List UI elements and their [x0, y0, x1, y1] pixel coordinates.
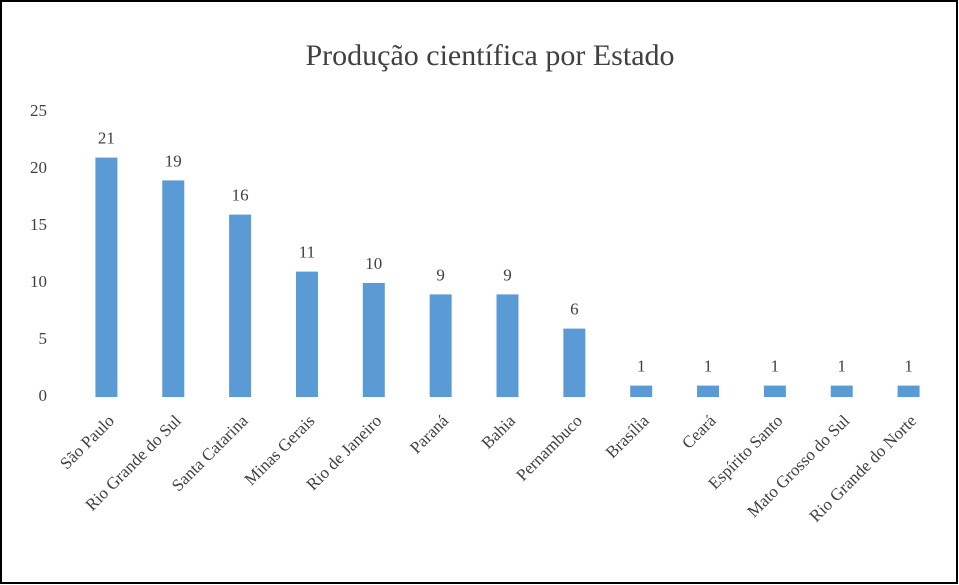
bar [763, 385, 786, 397]
y-tick-label: 0 [39, 386, 48, 405]
y-tick-label: 10 [30, 272, 47, 291]
data-label: 1 [637, 357, 646, 376]
bar [830, 385, 853, 397]
bar [630, 385, 653, 397]
bar [362, 283, 385, 397]
data-label: 9 [436, 265, 445, 284]
data-label: 10 [365, 254, 382, 273]
y-tick-label: 25 [30, 101, 47, 120]
bar [429, 294, 452, 397]
chart-title: Produção científica por Estado [305, 39, 674, 72]
data-label: 19 [165, 151, 182, 170]
y-tick-label: 20 [30, 158, 47, 177]
data-label: 1 [837, 357, 846, 376]
y-tick-label: 5 [39, 329, 48, 348]
data-label: 9 [503, 265, 512, 284]
bar [563, 328, 586, 397]
data-label: 1 [904, 357, 913, 376]
data-label: 1 [704, 357, 713, 376]
data-label: 21 [98, 129, 115, 148]
data-label: 11 [299, 243, 315, 262]
data-label: 6 [570, 300, 579, 319]
bar [697, 385, 720, 397]
bar [295, 271, 318, 397]
bar [162, 180, 185, 397]
data-label: 16 [232, 186, 249, 205]
bar [95, 157, 118, 397]
bar [897, 385, 920, 397]
bar [229, 214, 252, 397]
bar [496, 294, 519, 397]
y-tick-label: 15 [30, 215, 47, 234]
data-label: 1 [771, 357, 780, 376]
